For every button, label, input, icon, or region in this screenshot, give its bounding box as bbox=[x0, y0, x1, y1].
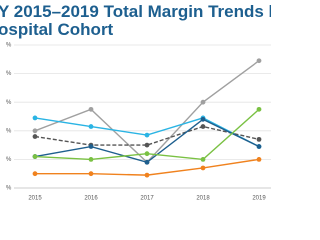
y-tick-label: % bbox=[6, 157, 12, 163]
y-tick-label: % bbox=[6, 128, 12, 134]
data-point bbox=[144, 132, 150, 138]
chart-title: Y 2015–2019 Total Margin Trends by bbox=[0, 2, 271, 21]
chart: Y 2015–2019 Total Margin Trends by ospit… bbox=[0, 2, 271, 202]
y-tick-label: % bbox=[6, 186, 12, 192]
data-point bbox=[32, 134, 38, 139]
data-point bbox=[144, 172, 150, 178]
data-point bbox=[200, 124, 206, 129]
data-point bbox=[256, 144, 262, 149]
x-tick-label: 2017 bbox=[140, 196, 154, 202]
data-point bbox=[88, 157, 94, 162]
x-tick-label: 2015 bbox=[28, 196, 42, 202]
data-point bbox=[200, 165, 206, 171]
data-point bbox=[200, 157, 206, 162]
series-line bbox=[34, 125, 260, 146]
data-point bbox=[144, 151, 150, 157]
y-tick-label: % bbox=[6, 100, 12, 106]
data-point bbox=[32, 154, 38, 159]
data-point bbox=[88, 106, 94, 112]
data-point bbox=[256, 157, 262, 162]
data-point bbox=[256, 106, 262, 112]
data-point bbox=[88, 124, 94, 129]
data-point bbox=[256, 58, 262, 64]
y-tick-label: % bbox=[6, 71, 12, 77]
data-point bbox=[200, 116, 206, 122]
y-tick-label: % bbox=[6, 43, 12, 49]
data-point bbox=[32, 115, 38, 121]
data-point bbox=[144, 142, 150, 148]
data-point bbox=[256, 136, 262, 142]
data-point bbox=[144, 159, 150, 165]
chart-title: ospital Cohort bbox=[0, 20, 114, 39]
x-tick-label: 2019 bbox=[252, 196, 266, 202]
data-point bbox=[88, 171, 94, 177]
x-tick-label: 2018 bbox=[196, 196, 210, 202]
data-point bbox=[32, 128, 38, 134]
x-tick-label: 2016 bbox=[84, 196, 98, 202]
data-point bbox=[200, 99, 206, 105]
data-point bbox=[32, 171, 38, 177]
data-point bbox=[88, 144, 94, 149]
